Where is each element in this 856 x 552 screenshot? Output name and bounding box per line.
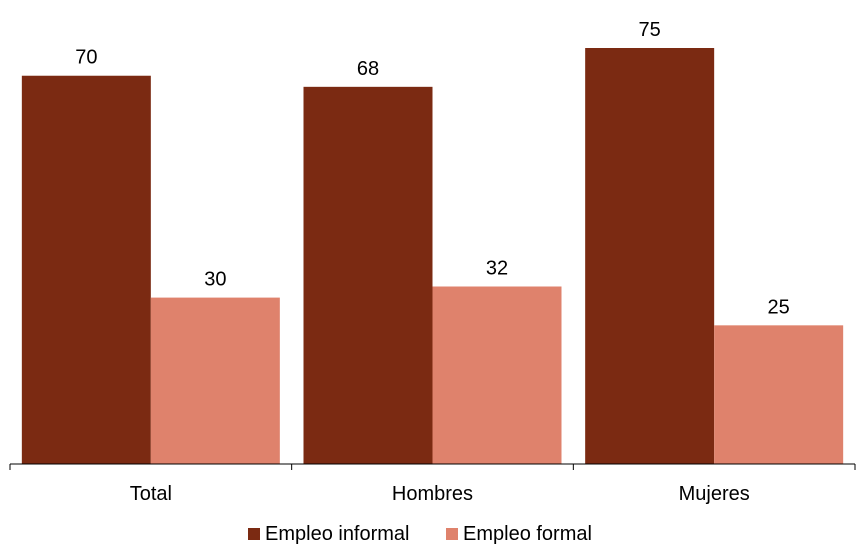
bar-empleo-informal-total (21, 75, 151, 464)
bar-empleo-formal-hombres (432, 286, 562, 464)
x-axis: Total Hombres Mujeres (9, 463, 856, 505)
bar-empleo-informal-mujeres (585, 48, 715, 464)
x-tick-label-mujeres: Mujeres (679, 483, 750, 505)
value-label: 30 (204, 269, 226, 291)
legend: Empleo informal Empleo formal (248, 523, 592, 545)
value-label: 75 (639, 19, 661, 41)
bar-empleo-formal-mujeres (714, 325, 844, 464)
x-tick-label-total: Total (130, 483, 172, 505)
value-label: 70 (75, 47, 97, 69)
value-label: 68 (357, 58, 379, 80)
bar-empleo-formal-total (150, 297, 280, 464)
x-tick-label-hombres: Hombres (392, 483, 473, 505)
legend-swatch-empleo-formal (446, 528, 458, 540)
legend-label: Empleo informal (265, 523, 410, 545)
legend-label: Empleo formal (463, 523, 592, 545)
value-label: 25 (768, 296, 790, 318)
bar-empleo-informal-hombres (303, 86, 433, 465)
value-labels-group: 70 30 68 32 75 25 (75, 19, 790, 318)
bars-group (21, 48, 844, 465)
value-label: 32 (486, 258, 508, 280)
legend-swatch-empleo-informal (248, 528, 260, 540)
